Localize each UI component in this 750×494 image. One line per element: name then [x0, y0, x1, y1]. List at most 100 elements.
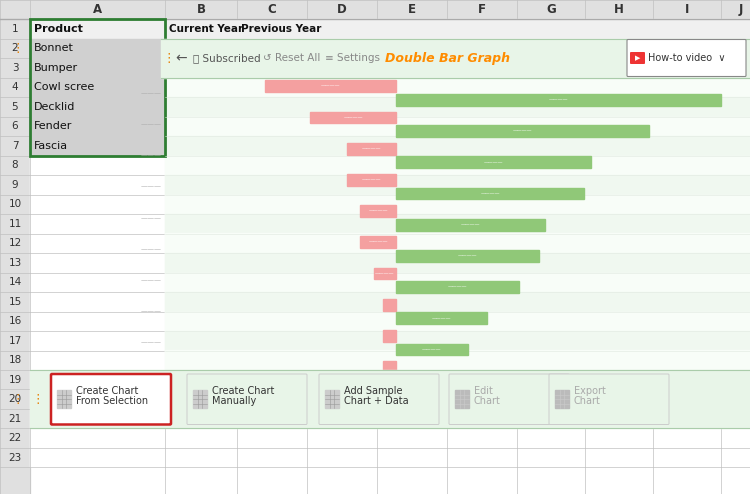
- Text: ≡ Settings: ≡ Settings: [325, 53, 380, 63]
- Bar: [396, 125, 650, 137]
- Text: Chart: Chart: [574, 396, 601, 406]
- Text: 22: 22: [8, 433, 22, 443]
- Text: ———: ———: [140, 90, 161, 96]
- Text: Ⓢ Subscribed: Ⓢ Subscribed: [193, 53, 261, 63]
- Text: From Selection: From Selection: [76, 396, 148, 406]
- Text: Bumper: Bumper: [34, 63, 78, 73]
- Bar: [165, 370, 750, 389]
- FancyBboxPatch shape: [319, 374, 439, 424]
- Bar: [57, 390, 71, 408]
- Bar: [30, 58, 165, 78]
- Text: 10: 10: [8, 199, 22, 209]
- Bar: [396, 344, 467, 356]
- Bar: [396, 312, 487, 324]
- Bar: [30, 78, 750, 97]
- Text: ————: ————: [481, 191, 500, 196]
- Text: 13: 13: [8, 258, 22, 268]
- Bar: [165, 214, 750, 234]
- Bar: [30, 312, 750, 331]
- Text: 8: 8: [12, 160, 18, 170]
- Bar: [346, 143, 396, 155]
- Text: Edit: Edit: [474, 385, 493, 396]
- Bar: [161, 39, 750, 78]
- FancyBboxPatch shape: [449, 374, 569, 424]
- Bar: [30, 214, 750, 234]
- Text: ———: ———: [140, 308, 161, 315]
- Text: Create Chart: Create Chart: [76, 385, 138, 396]
- Text: ————: ————: [368, 240, 388, 245]
- Bar: [360, 236, 396, 248]
- Bar: [396, 157, 591, 168]
- Bar: [30, 195, 750, 214]
- Text: ————: ————: [549, 97, 568, 102]
- Text: Decklid: Decklid: [34, 102, 75, 112]
- Bar: [30, 117, 750, 136]
- Bar: [382, 299, 396, 311]
- Text: ←: ←: [176, 51, 187, 65]
- Bar: [374, 268, 396, 280]
- Bar: [0, 0, 750, 19]
- Text: How-to video  ∨: How-to video ∨: [648, 53, 725, 63]
- Bar: [30, 175, 750, 195]
- Text: Bonnet: Bonnet: [34, 43, 74, 53]
- Bar: [30, 39, 165, 58]
- Bar: [30, 351, 750, 370]
- Bar: [30, 117, 165, 136]
- Text: ⋮: ⋮: [32, 393, 44, 406]
- Text: ⋮: ⋮: [163, 51, 176, 65]
- Text: 21: 21: [8, 414, 22, 424]
- Bar: [360, 205, 396, 217]
- Bar: [165, 175, 750, 195]
- Text: 9: 9: [12, 180, 18, 190]
- Bar: [30, 19, 750, 39]
- Text: ————: ————: [416, 378, 435, 383]
- Bar: [30, 370, 750, 389]
- Bar: [0, 0, 30, 494]
- Text: F: F: [478, 3, 486, 16]
- Bar: [165, 351, 750, 370]
- Text: B: B: [196, 3, 206, 16]
- Text: Export: Export: [574, 385, 606, 396]
- Bar: [396, 94, 721, 106]
- Text: ————: ————: [461, 222, 481, 227]
- Text: 2: 2: [12, 43, 18, 53]
- Bar: [30, 97, 165, 117]
- Bar: [30, 39, 750, 58]
- Text: 12: 12: [8, 238, 22, 248]
- Text: A: A: [93, 3, 102, 16]
- Text: Cowl scree: Cowl scree: [34, 82, 94, 92]
- Bar: [30, 253, 750, 273]
- Text: ————: ————: [321, 84, 340, 89]
- Bar: [555, 390, 569, 408]
- Bar: [396, 188, 584, 200]
- Text: Create Chart: Create Chart: [212, 385, 274, 396]
- Text: ———: ———: [140, 122, 161, 127]
- Bar: [30, 370, 750, 428]
- Text: Manually: Manually: [212, 396, 256, 406]
- Text: ↺ Reset All: ↺ Reset All: [263, 53, 320, 63]
- Text: 11: 11: [8, 219, 22, 229]
- Text: ————: ————: [344, 115, 363, 120]
- Text: ————: ————: [484, 160, 503, 165]
- Bar: [396, 375, 454, 387]
- Bar: [325, 390, 339, 408]
- Bar: [30, 273, 750, 292]
- Bar: [165, 156, 750, 175]
- Text: ———: ———: [140, 215, 161, 221]
- Text: 3: 3: [12, 63, 18, 73]
- Text: ————: ————: [432, 316, 451, 321]
- Bar: [165, 292, 750, 312]
- FancyBboxPatch shape: [627, 40, 746, 77]
- Text: ———: ———: [140, 277, 161, 283]
- Bar: [382, 330, 396, 342]
- Bar: [30, 428, 750, 448]
- Bar: [30, 19, 750, 39]
- Bar: [30, 292, 750, 312]
- Text: 14: 14: [8, 277, 22, 287]
- Text: Chart + Data: Chart + Data: [344, 396, 409, 406]
- Text: 19: 19: [8, 375, 22, 385]
- Bar: [30, 19, 165, 156]
- Bar: [455, 390, 469, 408]
- Bar: [165, 234, 750, 253]
- Bar: [165, 331, 750, 351]
